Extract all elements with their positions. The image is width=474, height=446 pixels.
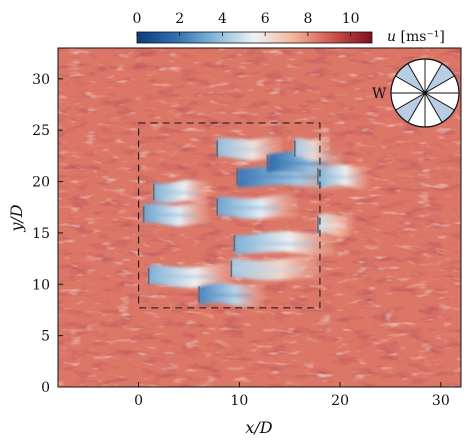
turbine-wakes <box>143 135 369 308</box>
turbine-wake <box>143 201 210 227</box>
y-tick-label: 15 <box>32 226 50 242</box>
turbine-wake-core <box>231 267 304 271</box>
colorbar-tick-label: 10 <box>342 11 360 27</box>
farm-boundary-box <box>138 122 321 309</box>
turbine-wake-core <box>267 162 329 166</box>
turbine-wake-core <box>317 223 347 227</box>
colorbar-unit: [ms⁻¹] <box>400 29 444 45</box>
colorbar-gradient <box>136 31 373 44</box>
turbine-wake <box>217 194 298 219</box>
colorbar-tick-label: 8 <box>303 11 312 27</box>
turbine-wake <box>231 256 322 281</box>
colorbar-tick-label: 0 <box>133 11 142 27</box>
wind-direction-label: W <box>372 86 387 102</box>
turbine-wake <box>217 135 283 161</box>
x-tick-label: 0 <box>134 393 143 409</box>
turbine-wake-core <box>143 213 197 217</box>
turbine-wake-core <box>148 275 218 279</box>
y-tick-label: 20 <box>32 175 50 191</box>
colorbar-symbol: u <box>387 29 396 45</box>
x-tick-label: 30 <box>432 393 450 409</box>
turbine-wake-core <box>199 293 252 297</box>
wind-rose: W <box>372 58 460 128</box>
x-axis-label: x/D <box>245 418 272 437</box>
turbine-wake-core <box>234 242 315 246</box>
turbine-wake <box>148 263 235 289</box>
colorbar-tick-label: 6 <box>261 11 270 27</box>
turbine-rotors <box>142 140 319 303</box>
turbine-wake-core <box>217 206 282 210</box>
y-tick-label: 30 <box>32 72 50 88</box>
turbine-wake-core <box>317 175 359 179</box>
colorbar-tick-label: 2 <box>175 11 184 27</box>
turbine-wake <box>294 135 331 161</box>
x-tick-label: 20 <box>331 393 349 409</box>
colorbar-tick-label: 4 <box>218 11 227 27</box>
colorbar-label: u [ms⁻¹] <box>387 29 445 45</box>
x-axis-ticks: 0 10 20 30 <box>134 382 450 409</box>
turbine-wake-core <box>217 147 270 151</box>
y-tick-label: 5 <box>41 329 50 345</box>
y-tick-label: 10 <box>32 277 50 293</box>
colorbar-ticks: 0 2 4 6 8 10 <box>133 11 360 36</box>
y-axis-ticks: 0 5 10 15 20 25 30 <box>32 72 63 396</box>
turbine-wake-core <box>294 147 324 151</box>
plot-frame <box>57 47 462 388</box>
colorbar: 0 2 4 6 8 10 u [ms⁻¹] <box>133 11 445 45</box>
y-tick-label: 0 <box>41 380 50 396</box>
wind-rose-circle <box>390 58 460 128</box>
turbine-wake-core <box>237 175 327 179</box>
x-tick-label: 10 <box>230 393 248 409</box>
y-tick-label: 25 <box>32 123 50 139</box>
turbine-wake-core <box>153 190 199 194</box>
y-axis-label: y/D <box>7 204 26 232</box>
